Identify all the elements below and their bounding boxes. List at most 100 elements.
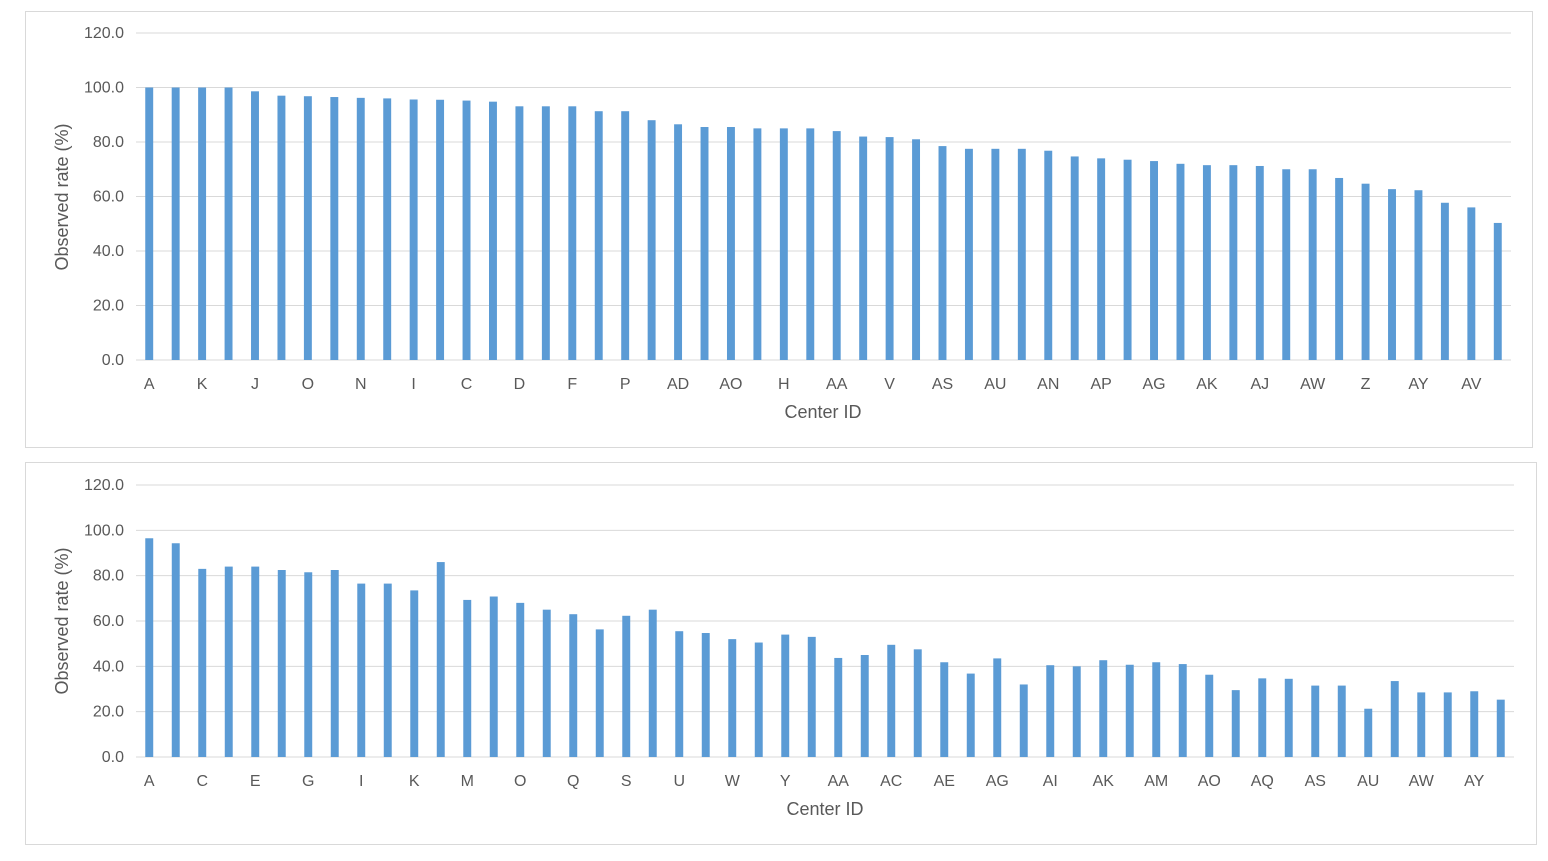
bar	[357, 583, 366, 757]
x-tick-label: O	[302, 376, 314, 393]
bar	[1440, 202, 1449, 360]
bar	[1255, 165, 1264, 360]
x-tick-label: H	[778, 376, 790, 393]
x-tick-label: S	[621, 773, 632, 790]
bar	[410, 590, 419, 757]
bar	[198, 568, 207, 757]
x-axis-title: Center ID	[784, 402, 861, 422]
bar	[1123, 159, 1132, 360]
chart-panel-bottom: 0.0 20.0 40.0 60.0 80.0 100.0 120.0 A C E G I K M O Q S U…	[25, 462, 1537, 845]
x-tick-label: I	[411, 376, 415, 393]
x-tick-label: AM	[1144, 773, 1168, 790]
x-tick-label: C	[196, 773, 208, 790]
x-tick-label: J	[251, 376, 259, 393]
bar	[489, 101, 497, 361]
bar	[1178, 664, 1187, 757]
bar	[1231, 690, 1240, 757]
bar	[489, 596, 498, 757]
bar	[1361, 183, 1370, 360]
bar	[966, 673, 975, 757]
bar	[277, 570, 286, 757]
x-tick-label: AN	[1037, 376, 1059, 393]
bar	[781, 634, 790, 757]
x-tick-label: AS	[1305, 773, 1326, 790]
bar	[1417, 692, 1426, 757]
x-tick-label: U	[673, 773, 685, 790]
x-tick-label: Z	[1361, 376, 1371, 393]
bar	[647, 120, 656, 360]
bar	[542, 609, 551, 757]
x-tick-label: G	[302, 773, 314, 790]
bar	[807, 636, 816, 757]
x-tick-label: A	[144, 773, 155, 790]
y-tick-label: 40.0	[93, 243, 124, 260]
bar	[940, 662, 949, 757]
x-tick-label: AQ	[1251, 773, 1274, 790]
bar	[1072, 666, 1081, 757]
x-tick-label: AK	[1196, 376, 1218, 393]
y-tick-label: 120.0	[84, 477, 124, 494]
x-tick-label: D	[514, 376, 526, 393]
y-tick-label: 20.0	[93, 298, 124, 315]
bar	[1258, 678, 1267, 757]
x-tick-label: AA	[826, 376, 848, 393]
x-tick-label: AW	[1409, 773, 1435, 790]
bar	[594, 111, 603, 361]
bar	[1414, 190, 1423, 360]
x-tick-label: V	[884, 376, 895, 393]
x-tick-label: AA	[828, 773, 850, 790]
y-tick-label: 100.0	[84, 80, 124, 97]
bar	[516, 602, 525, 757]
bar	[515, 106, 524, 361]
x-tick-label: AP	[1090, 376, 1111, 393]
bar	[1229, 165, 1238, 360]
x-tick-label: AJ	[1250, 376, 1269, 393]
y-tick-label: 0.0	[102, 352, 124, 369]
y-tick-label: 60.0	[93, 189, 124, 206]
bar	[753, 128, 762, 360]
bar	[887, 644, 896, 757]
bar	[541, 106, 550, 361]
x-tick-label: P	[620, 376, 631, 393]
bar	[1308, 169, 1317, 360]
x-tick-label: E	[250, 773, 261, 790]
x-tick-label: W	[725, 773, 741, 790]
chart-panel-top: 0.0 20.0 40.0 60.0 80.0 100.0 120.0 A K J O N I C D F P A…	[25, 11, 1533, 448]
bar	[595, 629, 604, 757]
y-tick-label: 0.0	[102, 749, 124, 766]
bar	[993, 658, 1002, 757]
x-tick-label: AG	[1142, 376, 1165, 393]
x-tick-label: AV	[1461, 376, 1481, 393]
x-tick-label: AG	[986, 773, 1009, 790]
bar	[1070, 156, 1079, 360]
bar	[251, 91, 259, 360]
bar	[1388, 189, 1396, 360]
bar	[198, 87, 207, 360]
x-tick-label: AY	[1464, 773, 1484, 790]
bar	[462, 100, 471, 360]
bar	[860, 655, 869, 757]
x-tick-label: F	[567, 376, 577, 393]
bar	[1150, 161, 1158, 360]
bar	[859, 136, 868, 360]
y-tick-label: 60.0	[93, 613, 124, 630]
bar	[912, 139, 921, 360]
bar	[356, 97, 365, 360]
x-tick-label: K	[409, 773, 420, 790]
bar	[728, 639, 737, 757]
bar	[383, 583, 392, 757]
bar	[1470, 691, 1479, 757]
y-tick-label: 80.0	[93, 568, 124, 585]
bar	[1364, 708, 1373, 757]
x-tick-label: I	[359, 773, 363, 790]
bar	[224, 566, 233, 757]
y-tick-label: 80.0	[93, 134, 124, 151]
bar	[675, 631, 684, 757]
y-tick-label: 20.0	[93, 704, 124, 721]
bar	[1046, 665, 1055, 757]
bar	[806, 128, 815, 360]
bar	[964, 148, 973, 360]
y-tick-label: 40.0	[93, 658, 124, 675]
